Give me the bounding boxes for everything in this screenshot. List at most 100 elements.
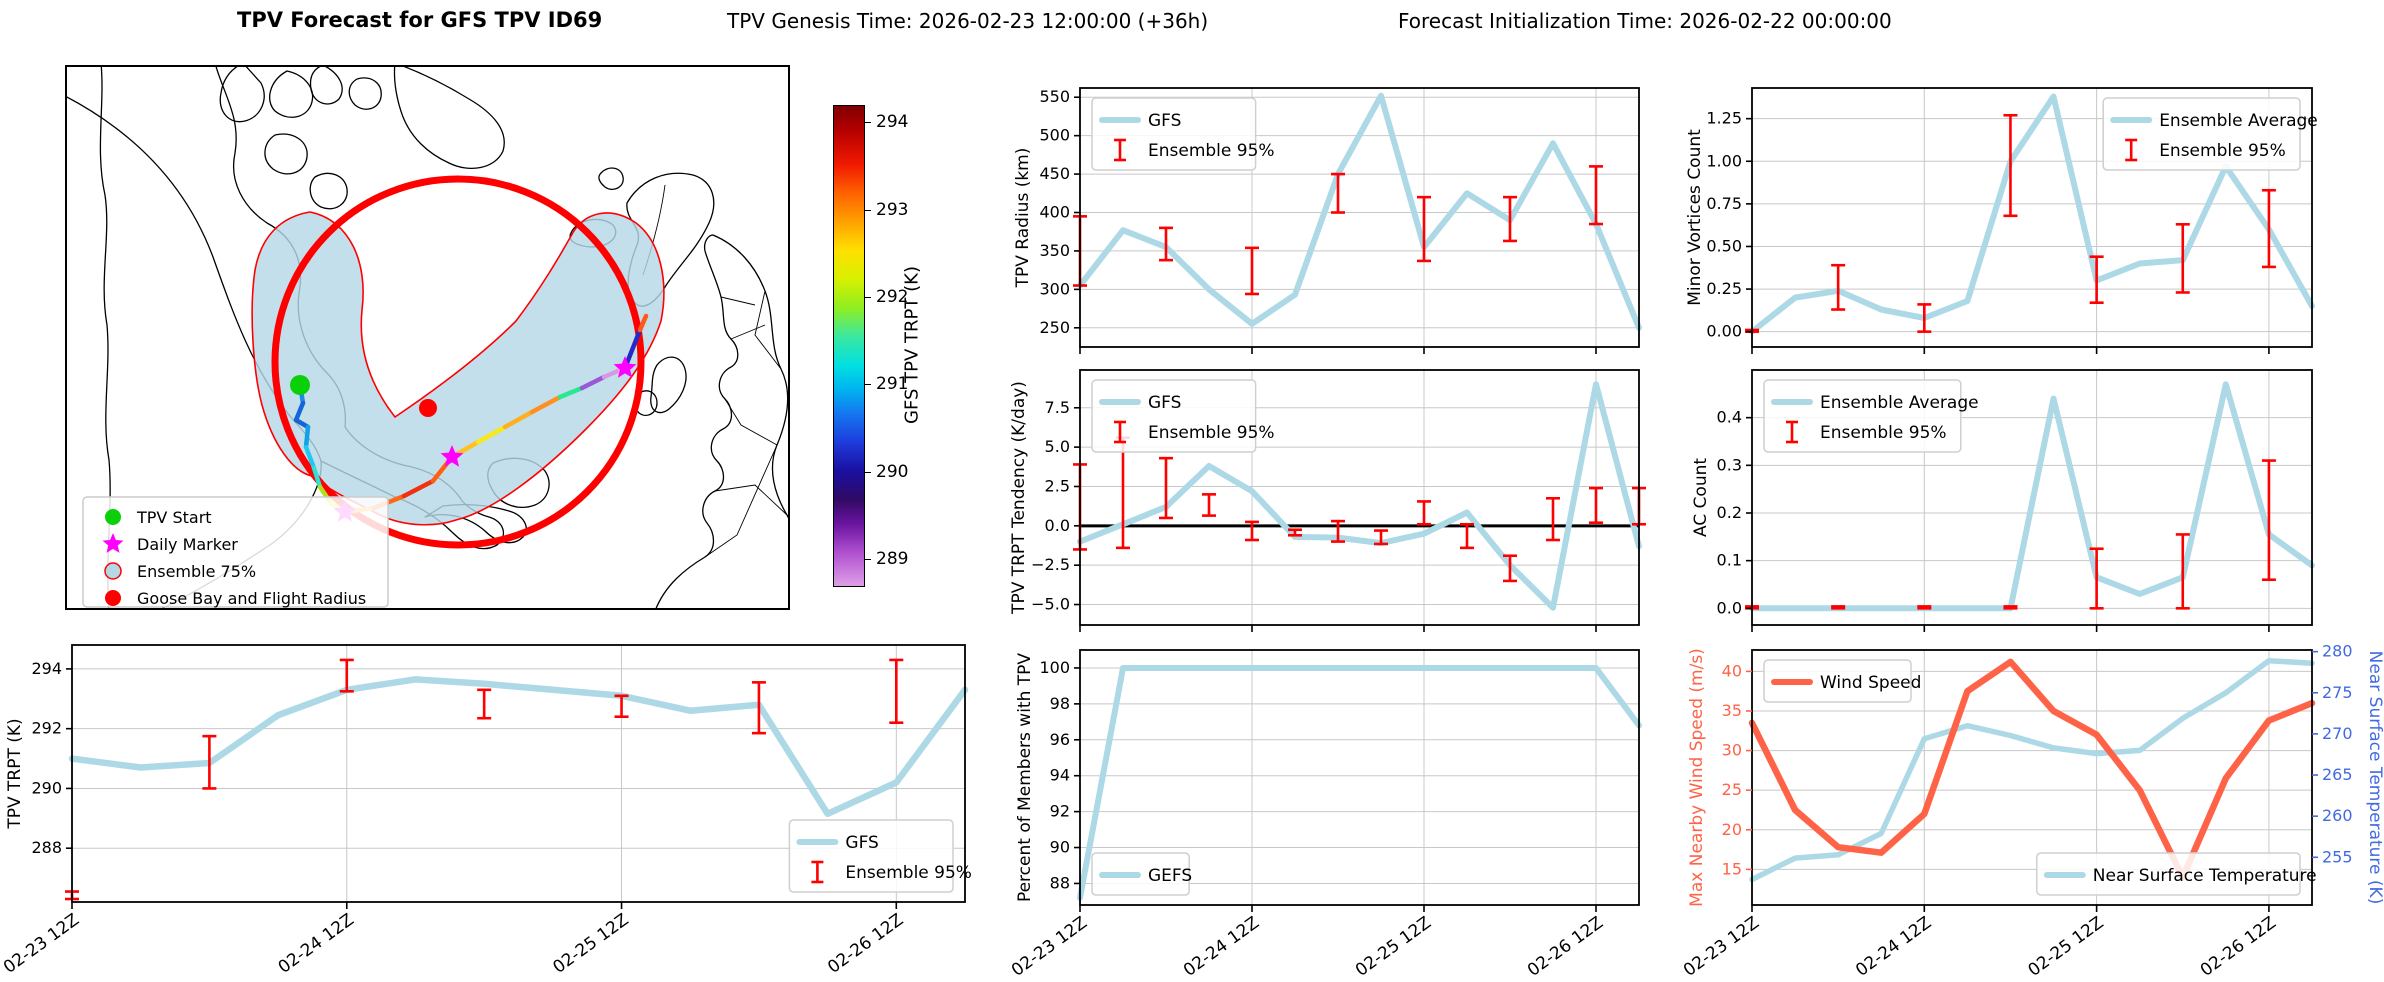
series-gfs (68, 676, 969, 818)
svg-text:02-26 12Z: 02-26 12Z (824, 910, 907, 978)
svg-text:02-26 12Z: 02-26 12Z (2197, 913, 2280, 981)
axes-frame (1079, 87, 1640, 348)
svg-text:Ensemble 95%: Ensemble 95% (1148, 141, 1275, 161)
axes-frame (1751, 369, 2313, 626)
y-axis-label: Max Nearby Wind Speed (m/s) (1687, 648, 1707, 907)
svg-text:−2.5: −2.5 (1031, 555, 1070, 574)
legend-label-daily-marker: Daily Marker (137, 535, 238, 554)
right-axis-ticks: 255 260 265 270 275 280 (2312, 642, 2353, 866)
legend-goose-bay-icon (105, 590, 121, 606)
svg-text:35: 35 (1722, 701, 1742, 720)
chart-legend: Near Surface Temperature (2036, 852, 2317, 896)
colorbar-tick-label: 292 (876, 287, 909, 307)
panel-tpv-trpt-tendency: −5.0 −2.5 0.0 2.5 5.0 7.5 TPV TRPT Tendency (K… (1009, 369, 1646, 632)
ensemble-75-region (251, 211, 665, 526)
svg-text:40: 40 (1722, 661, 1742, 680)
chart-legend: GEFS (1091, 852, 1192, 896)
y-axis-label: Percent of Members with TPV (1015, 653, 1035, 902)
svg-text:270: 270 (2322, 724, 2353, 743)
svg-text:Ensemble 95%: Ensemble 95% (2159, 141, 2286, 161)
axes-frame (71, 644, 966, 903)
colorbar-tick-label: 293 (876, 199, 909, 220)
svg-text:1.25: 1.25 (1706, 109, 1742, 128)
legend-ensemble75-icon (104, 562, 122, 580)
svg-text:0.50: 0.50 (1706, 236, 1742, 255)
legend-label-goose-bay: Goose Bay and Flight Radius (137, 589, 366, 608)
y-axis-ticks: 15 20 25 30 35 40 (1722, 661, 1752, 878)
svg-text:02-25 12Z: 02-25 12Z (1352, 913, 1435, 981)
svg-text:265: 265 (2322, 765, 2353, 784)
svg-text:02-23 12Z: 02-23 12Z (1008, 913, 1091, 981)
chart-legend: GFS Ensemble 95% (1091, 97, 1275, 171)
svg-text:Wind Speed: Wind Speed (1820, 673, 1921, 693)
svg-text:290: 290 (31, 778, 62, 797)
svg-text:30: 30 (1722, 741, 1742, 760)
y-axis-label: Minor Vortices Count (1685, 129, 1705, 306)
y-axis-label: AC Count (1691, 458, 1711, 537)
panel-percent-members: 88 90 92 94 96 98 100 02-23 12Z 02-24 12Z 02-25 1… (1008, 649, 1642, 981)
svg-text:Ensemble 95%: Ensemble 95% (1820, 423, 1947, 443)
svg-text:02-24 12Z: 02-24 12Z (1180, 913, 1263, 981)
svg-text:Ensemble 95%: Ensemble 95% (1148, 423, 1275, 443)
svg-text:02-23 12Z: 02-23 12Z (0, 910, 83, 978)
flight-radius-circle (271, 175, 645, 549)
colorbar-tick (864, 471, 871, 473)
axes-frame (1079, 649, 1640, 906)
colorbar (833, 105, 865, 587)
svg-text:GFS: GFS (1148, 111, 1181, 131)
chart-legend: Wind Speed (1763, 659, 1921, 703)
axes-frame (1079, 369, 1640, 626)
svg-text:94: 94 (1050, 766, 1070, 785)
svg-text:294: 294 (31, 659, 62, 678)
svg-text:400: 400 (1039, 203, 1070, 222)
y-axis-label: TPV TRPT (K) (5, 718, 25, 829)
svg-text:0.1: 0.1 (1717, 551, 1742, 570)
ensemble-95-errorbars (1073, 165, 1603, 296)
svg-text:7.5: 7.5 (1045, 398, 1070, 417)
svg-text:90: 90 (1050, 838, 1070, 857)
svg-text:550: 550 (1039, 87, 1070, 106)
series-gfs (1077, 92, 1642, 331)
svg-text:260: 260 (2322, 806, 2353, 825)
legend-label-tpv-start: TPV Start (136, 508, 212, 527)
panel-wind-and-temperature: 15 20 25 30 35 40 255 260 265 270 275 280 Near Surfa… (1680, 642, 2384, 981)
svg-text:02-24 12Z: 02-24 12Z (1852, 913, 1935, 981)
svg-text:0.0: 0.0 (1717, 598, 1742, 617)
page-title: TPV Forecast for GFS TPV ID69 TPV Genesi… (0, 8, 2384, 38)
svg-text:GFS: GFS (1148, 393, 1181, 413)
svg-text:255: 255 (2322, 847, 2353, 866)
svg-text:0.3: 0.3 (1717, 455, 1742, 474)
svg-text:GFS: GFS (845, 833, 878, 853)
colorbar-tick (864, 122, 871, 124)
svg-text:02-23 12Z: 02-23 12Z (1680, 913, 1763, 981)
map-frame (65, 65, 790, 610)
y-axis-label: TPV Radius (km) (1013, 148, 1033, 289)
legend-tpv-start-icon (105, 509, 121, 525)
svg-text:300: 300 (1039, 279, 1070, 298)
svg-text:Near Surface Temperature: Near Surface Temperature (2093, 866, 2317, 886)
svg-text:350: 350 (1039, 241, 1070, 260)
x-axis-ticks (1751, 625, 2270, 632)
svg-text:0.25: 0.25 (1706, 279, 1742, 298)
colorbar-tick (864, 558, 871, 560)
colorbar-tick-label: 291 (876, 374, 909, 395)
svg-text:Ensemble Average: Ensemble Average (2159, 111, 2318, 131)
chart-legend: GFS Ensemble 95% (788, 819, 972, 893)
svg-text:0.00: 0.00 (1706, 322, 1742, 341)
chart-legend: Ensemble Average Ensemble 95% (2102, 97, 2318, 171)
x-axis-ticks (1751, 347, 2270, 354)
series-gefs (1077, 665, 1642, 901)
y-axis-ticks: 250 300 350 400 450 500 550 (1039, 87, 1080, 337)
svg-text:02-24 12Z: 02-24 12Z (275, 910, 358, 978)
svg-text:288: 288 (31, 838, 62, 857)
svg-text:0.4: 0.4 (1717, 408, 1742, 427)
colorbar-tick-label: 289 (876, 548, 909, 569)
ensemble-95-errorbars (65, 658, 904, 901)
x-axis-ticks: 02-23 12Z 02-24 12Z 02-25 12Z 02-26 12Z (1680, 905, 2280, 981)
y-axis-ticks: 0.0 0.1 0.2 0.3 0.4 (1717, 408, 1752, 617)
ensemble-95-errorbars (1745, 113, 2276, 333)
svg-text:25: 25 (1722, 780, 1742, 799)
svg-text:280: 280 (2322, 642, 2353, 661)
